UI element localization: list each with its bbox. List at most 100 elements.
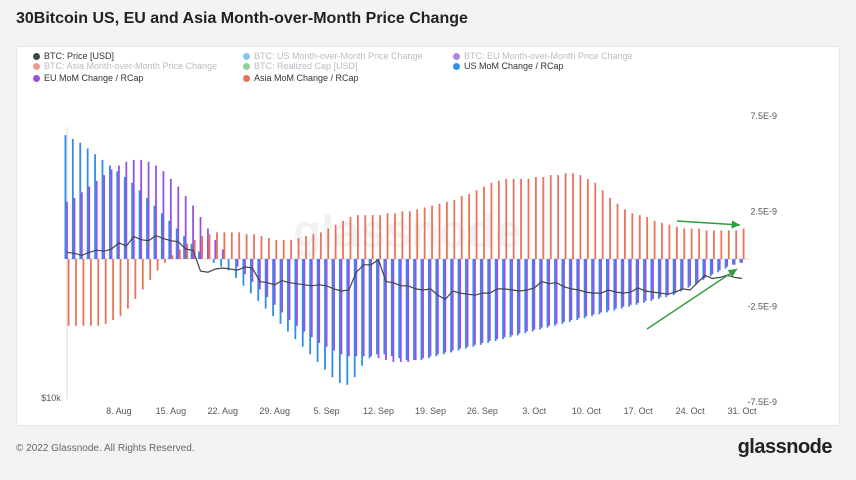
legend-item[interactable]: EU MoM Change / RCap bbox=[33, 73, 144, 83]
bar-asia bbox=[705, 230, 708, 259]
bar-asia bbox=[579, 175, 582, 259]
bar-eu bbox=[214, 239, 217, 259]
x-tick-label: 24. Oct bbox=[676, 406, 706, 416]
bar-us bbox=[279, 259, 282, 324]
bar-us bbox=[272, 259, 274, 317]
bar-eu bbox=[236, 259, 239, 267]
bar-eu bbox=[422, 259, 424, 359]
bar-asia bbox=[230, 232, 233, 259]
bar-asia bbox=[156, 259, 159, 271]
bar-eu bbox=[704, 259, 706, 279]
bar-asia bbox=[698, 228, 700, 259]
legend-item[interactable]: BTC: Price [USD] bbox=[33, 51, 114, 61]
bar-eu bbox=[192, 205, 194, 259]
bar-us bbox=[301, 259, 304, 347]
legend-label: BTC: Realized Cap [USD] bbox=[254, 61, 358, 71]
bar-us bbox=[353, 259, 356, 378]
bar-us bbox=[376, 259, 378, 355]
bar-eu bbox=[377, 259, 380, 359]
bar-asia bbox=[394, 213, 396, 259]
bar-us bbox=[524, 259, 527, 334]
legend-dot-icon bbox=[33, 74, 40, 82]
y-right-tick-label: -7.5E-9 bbox=[747, 397, 777, 407]
bar-us bbox=[568, 259, 571, 322]
legend-item[interactable]: US MoM Change / RCap bbox=[453, 61, 564, 71]
bar-us bbox=[494, 259, 497, 341]
bar-asia bbox=[460, 196, 463, 259]
bar-us bbox=[732, 259, 734, 265]
bar-us bbox=[123, 177, 126, 259]
bar-us bbox=[287, 259, 289, 332]
bar-asia bbox=[342, 220, 344, 259]
trend-arrow-icon bbox=[676, 220, 741, 229]
price-line bbox=[66, 234, 743, 301]
bar-us bbox=[583, 259, 586, 319]
bar-eu bbox=[132, 159, 135, 259]
legend-dot-icon bbox=[33, 62, 40, 70]
watermark-text: glassnode bbox=[293, 205, 521, 257]
bar-asia bbox=[483, 186, 485, 259]
bar-asia bbox=[356, 215, 359, 259]
bar-us bbox=[346, 259, 349, 385]
legend-item[interactable]: BTC: Asia Month-over-Month Price Change bbox=[33, 61, 217, 71]
bar-asia bbox=[609, 197, 611, 259]
bar-asia bbox=[727, 230, 730, 259]
bar-eu bbox=[110, 169, 113, 259]
bar-asia bbox=[186, 243, 189, 259]
bar-us bbox=[635, 259, 638, 305]
bar-asia bbox=[445, 201, 448, 259]
bar-us bbox=[643, 259, 645, 303]
bar-eu bbox=[273, 259, 276, 305]
bar-asia bbox=[171, 255, 174, 259]
bar-us bbox=[242, 259, 245, 286]
bar-us bbox=[694, 259, 697, 284]
bar-asia bbox=[572, 173, 574, 259]
x-tick-label: 19. Sep bbox=[415, 406, 446, 416]
bar-asia bbox=[349, 217, 352, 259]
bar-eu bbox=[533, 259, 536, 330]
bar-asia bbox=[275, 239, 278, 259]
legend-item[interactable]: BTC: US Month-over-Month Price Change bbox=[243, 51, 423, 61]
bar-asia bbox=[104, 259, 107, 324]
bar-eu bbox=[622, 259, 625, 307]
bar-eu bbox=[570, 259, 573, 321]
bar-us bbox=[435, 259, 438, 357]
copyright-text: © 2022 Glassnode. All Rights Reserved. bbox=[16, 443, 195, 454]
bar-eu bbox=[488, 259, 491, 341]
bar-asia bbox=[490, 182, 493, 259]
legend-item[interactable]: BTC: Realized Cap [USD] bbox=[243, 61, 358, 71]
bar-eu bbox=[362, 259, 365, 357]
bar-asia bbox=[557, 175, 560, 259]
bar-eu bbox=[385, 259, 387, 361]
legend-item[interactable]: Asia MoM Change / RCap bbox=[243, 73, 359, 83]
bar-eu bbox=[88, 186, 91, 259]
bar-eu bbox=[644, 259, 647, 301]
bar-asia bbox=[201, 236, 204, 259]
bar-asia bbox=[297, 238, 300, 259]
bar-us bbox=[457, 259, 460, 351]
bar-asia bbox=[624, 209, 626, 259]
bar-asia bbox=[371, 215, 374, 259]
bar-us bbox=[138, 190, 141, 259]
bar-us bbox=[620, 259, 623, 309]
bar-us bbox=[71, 138, 74, 259]
bar-asia bbox=[601, 190, 604, 259]
y-right-tick-label: 2.5E-9 bbox=[750, 206, 777, 216]
bar-eu bbox=[681, 259, 684, 290]
trend-arrow-icon bbox=[646, 268, 738, 330]
bar-us bbox=[539, 259, 542, 330]
legend-item[interactable]: BTC: EU Month-over-Month Price Change bbox=[453, 51, 633, 61]
bar-us bbox=[398, 259, 401, 359]
bar-us bbox=[249, 259, 252, 294]
bar-asia bbox=[401, 211, 404, 259]
bar-us bbox=[628, 259, 631, 307]
bar-eu bbox=[118, 165, 120, 259]
bar-us bbox=[739, 259, 742, 263]
bar-asia bbox=[475, 190, 478, 259]
bar-eu bbox=[674, 259, 677, 294]
bar-eu bbox=[155, 165, 157, 259]
bar-us bbox=[487, 259, 490, 343]
bar-us bbox=[672, 259, 675, 296]
bar-eu bbox=[103, 175, 105, 259]
bar-asia bbox=[379, 215, 382, 259]
